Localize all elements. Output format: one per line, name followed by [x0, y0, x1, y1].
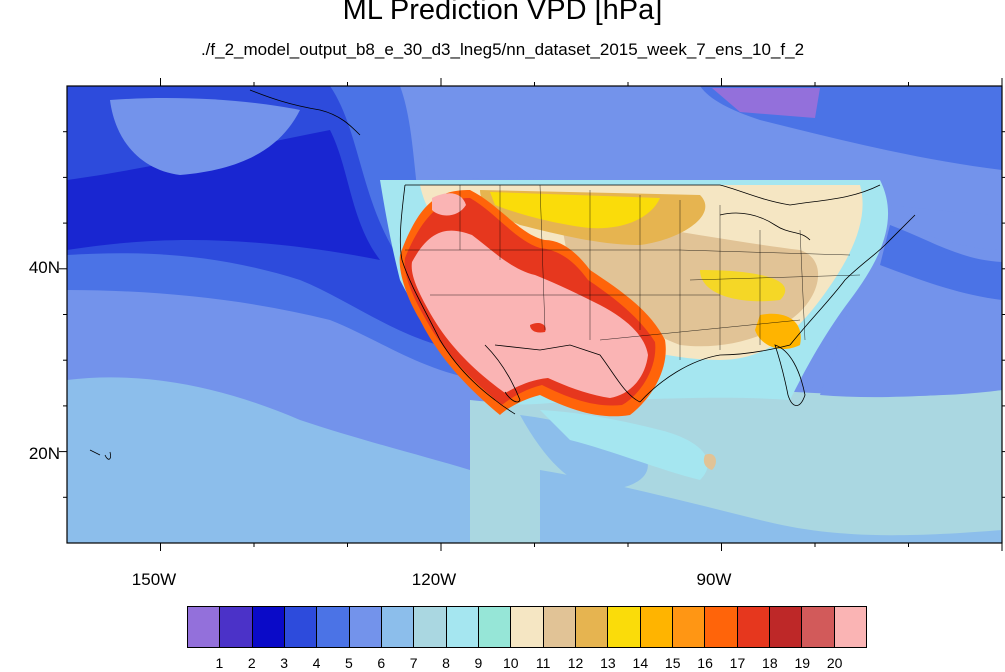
vpd-field [67, 86, 1002, 543]
lon-label-90w: 90W [696, 570, 732, 589]
lon-label-120w: 120W [411, 570, 457, 589]
colorbar-swatch [284, 607, 318, 647]
colorbar-label: 9 [474, 655, 483, 671]
colorbar-swatch [640, 607, 673, 647]
colorbar-label: 19 [794, 655, 811, 671]
colorbar-label: 1 [215, 655, 224, 671]
colorbar-label: 16 [697, 655, 713, 671]
colorbar-swatch [737, 607, 770, 647]
us-east-coast [789, 214, 916, 346]
gulf-coast [639, 344, 791, 403]
colorbar-label: 15 [664, 655, 681, 671]
hawaii [89, 449, 111, 460]
great-lakes [719, 212, 811, 241]
tropical-ocean-band [67, 377, 470, 543]
colorbar-label: 4 [312, 655, 321, 671]
colorbar-label: 13 [600, 655, 616, 671]
colorbar-swatch [769, 607, 803, 647]
colorbar-swatch [802, 607, 835, 647]
aleutians [249, 89, 361, 136]
colorbar-swatch [381, 607, 415, 647]
colorbar-swatch [705, 607, 738, 647]
map-borders [89, 89, 916, 460]
lat-label-40n: 40N [28, 258, 60, 277]
map-plot [59, 78, 1005, 551]
colorbar-label: 14 [632, 655, 649, 671]
colorbar-swatch [220, 607, 253, 647]
colorbar-label: 11 [535, 655, 551, 671]
colorbar-label: 3 [280, 655, 289, 671]
colorbar-swatch [188, 607, 221, 647]
colorbar-swatch [511, 607, 544, 647]
axis-ticks [59, 78, 1005, 551]
colorbar-swatch [349, 607, 382, 647]
us-mexico-border [494, 344, 641, 403]
florida [774, 344, 806, 406]
colorbar-swatch [446, 607, 479, 647]
map-title: ML Prediction VPD [hPa] [342, 0, 663, 26]
us-canada-border [405, 184, 881, 206]
us-west-coast [399, 184, 516, 415]
colorbar-label: 5 [344, 655, 353, 671]
colorbar-label: 8 [442, 655, 450, 671]
colorbar-swatch [834, 607, 866, 647]
colorbar-swatch [252, 607, 285, 647]
lat-label-20n: 20N [28, 444, 60, 463]
colorbar-label: 6 [377, 655, 386, 671]
colorbar-swatch [575, 607, 609, 647]
colorbar-label: 17 [729, 655, 746, 671]
colorbar-swatch [672, 607, 706, 647]
lon-label-150w: 150W [131, 570, 177, 589]
colorbar-swatch [478, 607, 512, 647]
baja-peninsula [484, 344, 521, 403]
colorbar-label: 10 [503, 655, 519, 671]
colorbar-label: 20 [826, 655, 843, 671]
colorbar-swatch [414, 607, 447, 647]
colorbar-label: 2 [247, 655, 256, 671]
colorbar-label: 12 [567, 655, 584, 671]
colorbar-label: 7 [409, 655, 418, 671]
colorbar-swatch [543, 607, 576, 647]
colorbar-swatch [608, 607, 641, 647]
max-vpd-region [411, 230, 648, 398]
map-subtitle: ./f_2_model_output_b8_e_30_d3_lneg5/nn_d… [200, 40, 805, 59]
state-borders [405, 184, 861, 360]
colorbar-label: 18 [762, 655, 778, 671]
colorbar [187, 606, 867, 648]
colorbar-swatch [317, 607, 350, 647]
